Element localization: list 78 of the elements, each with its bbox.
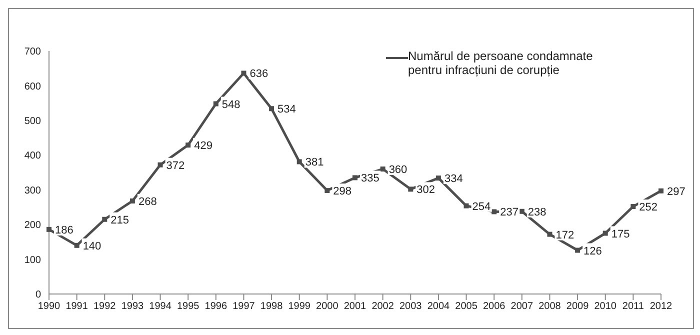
data-label: 372 — [166, 160, 185, 172]
x-tick-label: 2009 — [566, 301, 590, 312]
data-label: 534 — [278, 104, 296, 116]
data-label: 126 — [584, 245, 602, 258]
data-label: 334 — [444, 173, 463, 186]
data-label: 175 — [611, 228, 630, 240]
point — [213, 101, 218, 106]
x-tick-label: 1991 — [66, 301, 88, 312]
y-tick-label: 700 — [24, 46, 42, 58]
point — [46, 226, 52, 232]
data-label: 381 — [305, 156, 324, 169]
point — [324, 188, 330, 194]
x-tick-label: 2003 — [400, 301, 422, 312]
x-tick-label: 1994 — [149, 301, 172, 312]
data-label: 548 — [222, 98, 240, 111]
x-tick-label: 2012 — [650, 301, 673, 312]
data-label: 172 — [556, 229, 574, 242]
data-label: 268 — [138, 196, 157, 208]
legend-label: Numărul de persoane condamnate pentru infracțiuni de corupție — [408, 49, 594, 77]
point — [352, 175, 358, 180]
point — [602, 230, 608, 236]
x-tick-label: 2008 — [538, 301, 562, 312]
point — [269, 106, 274, 112]
data-label: 186 — [55, 224, 74, 236]
point — [186, 142, 191, 148]
data-label: 298 — [333, 186, 352, 198]
point — [658, 188, 664, 194]
x-tick-label: 2000 — [316, 301, 339, 312]
x-tick-label: 2007 — [510, 301, 534, 312]
point — [130, 198, 135, 204]
y-tick-label: 600 — [24, 81, 42, 92]
y-tick-label: 500 — [24, 116, 42, 127]
data-label: 636 — [250, 68, 268, 80]
point — [158, 162, 163, 168]
point — [519, 208, 524, 214]
x-tick-label: 1996 — [204, 301, 228, 312]
data-label: 297 — [667, 186, 686, 198]
point — [547, 232, 552, 237]
point — [408, 186, 414, 192]
x-tick-label: 1998 — [260, 301, 284, 312]
x-tick-label: 1993 — [121, 301, 144, 312]
x-tick-label: 2002 — [372, 301, 394, 312]
x-tick-label: 1995 — [176, 301, 200, 312]
data-label: 237 — [500, 206, 518, 219]
x-tick-label: 1992 — [94, 301, 116, 312]
x-tick-label: 2001 — [344, 301, 367, 312]
y-tick-label: 300 — [24, 185, 42, 196]
point — [492, 209, 497, 214]
data-label: 215 — [110, 214, 129, 226]
x-tick-label: 2005 — [455, 301, 478, 312]
x-tick-label: 2010 — [594, 301, 617, 312]
x-tick-label: 1999 — [288, 301, 311, 312]
y-tick-label: 400 — [24, 150, 42, 162]
data-label: 254 — [472, 200, 491, 213]
x-tick-label: 2006 — [482, 301, 506, 312]
x-tick-label: 1990 — [38, 301, 61, 312]
data-label: 252 — [639, 202, 658, 214]
point — [296, 159, 302, 164]
point — [74, 242, 80, 248]
y-tick-label: 200 — [24, 220, 42, 232]
point — [630, 204, 636, 210]
y-tick-label: 100 — [24, 254, 42, 266]
point — [575, 248, 580, 253]
point — [436, 176, 441, 181]
data-label: 335 — [361, 172, 380, 185]
point — [464, 203, 469, 208]
point — [241, 70, 246, 76]
data-label: 302 — [416, 184, 435, 196]
x-tick-label: 2011 — [622, 301, 644, 312]
data-label: 360 — [388, 164, 408, 176]
data-label: 140 — [82, 240, 102, 252]
y-tick-label: 0 — [35, 290, 42, 301]
data-label: 429 — [194, 140, 212, 152]
x-tick-label: 2004 — [427, 301, 450, 312]
data-label: 238 — [528, 206, 546, 218]
point — [102, 216, 108, 222]
x-tick-label: 1997 — [232, 301, 256, 312]
point — [380, 166, 386, 172]
